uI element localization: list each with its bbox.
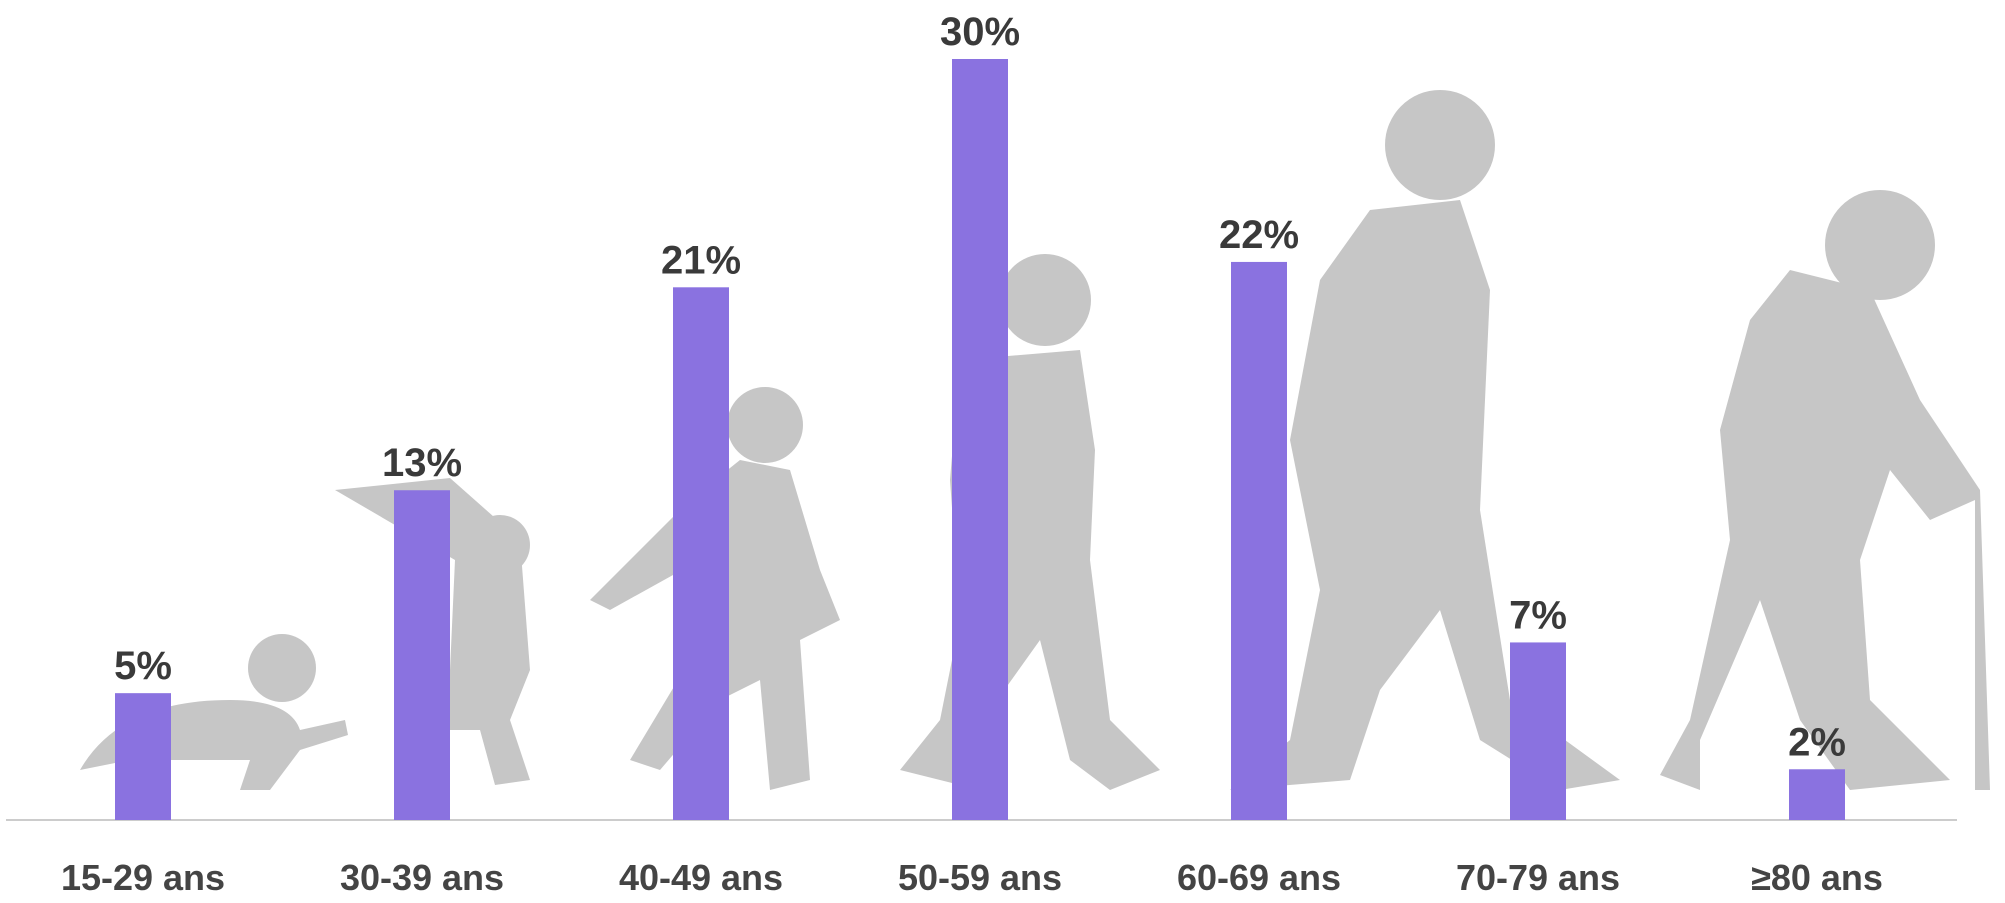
- value-label: 5%: [114, 644, 172, 688]
- silhouette-toddler: [335, 478, 530, 785]
- bar: [952, 59, 1008, 820]
- silhouette-head: [248, 634, 316, 702]
- x-tick-label: ≥80 ans: [1751, 857, 1883, 898]
- silhouette-head: [1385, 90, 1495, 200]
- silhouette-head: [727, 387, 803, 463]
- value-label: 7%: [1509, 593, 1567, 637]
- silhouette-adult: [1230, 200, 1620, 790]
- bar: [1231, 261, 1287, 820]
- x-tick-label: 40-49 ans: [619, 857, 783, 898]
- x-tick-label: 50-59 ans: [898, 857, 1062, 898]
- value-label: 2%: [1788, 720, 1846, 764]
- silhouette-head: [1825, 190, 1935, 300]
- bar: [673, 287, 729, 820]
- bar: [115, 693, 171, 820]
- x-tick-label: 70-79 ans: [1456, 857, 1620, 898]
- bar: [1789, 769, 1845, 820]
- value-label: 22%: [1219, 213, 1299, 257]
- silhouette-elder: [1660, 270, 1990, 790]
- bar: [394, 490, 450, 820]
- value-label: 13%: [382, 441, 462, 485]
- x-tick-label: 60-69 ans: [1177, 857, 1341, 898]
- silhouette-head: [999, 254, 1091, 346]
- silhouette-boy: [900, 350, 1160, 790]
- value-label: 30%: [940, 10, 1020, 54]
- bar: [1510, 642, 1566, 820]
- x-tick-label: 15-29 ans: [61, 857, 225, 898]
- value-label: 21%: [661, 238, 741, 282]
- x-tick-label: 30-39 ans: [340, 857, 504, 898]
- silhouettes: [80, 90, 1990, 790]
